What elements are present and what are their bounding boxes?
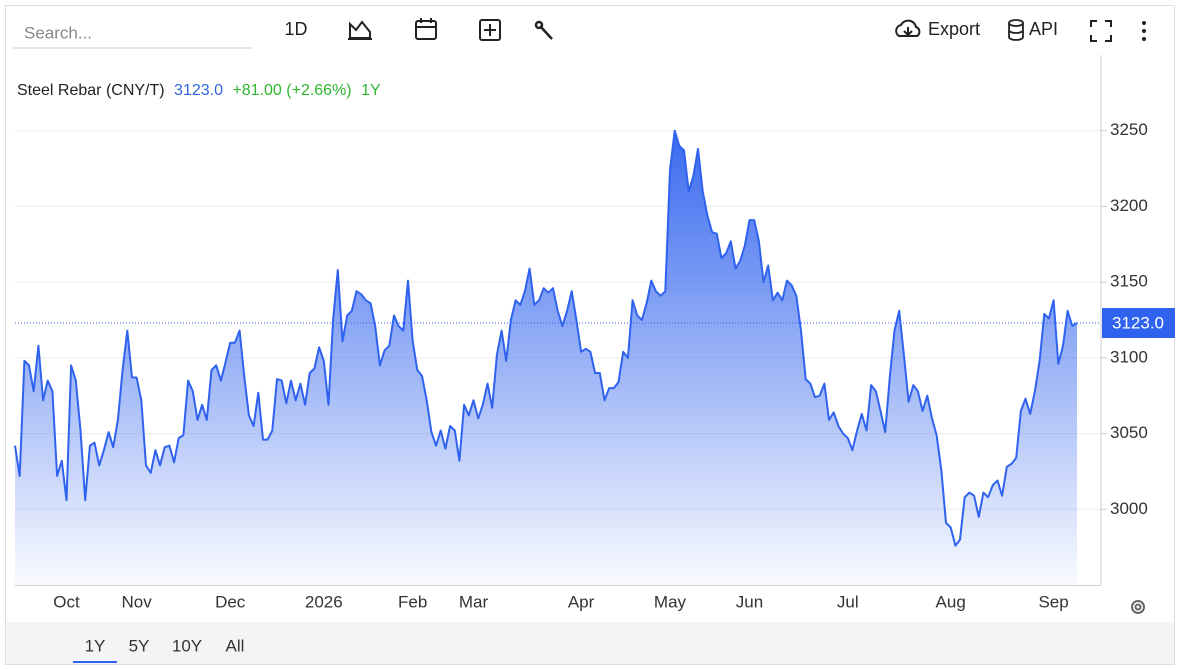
range-button[interactable]: 10Y [172,636,202,655]
x-tick-label: Feb [398,592,427,611]
price-change: +81.00 (+2.66%) [232,82,351,99]
settings-icon[interactable] [1131,600,1145,614]
y-tick-label: 3200 [1110,196,1148,215]
y-tick-label: 3100 [1110,347,1148,366]
interval-button[interactable]: 1D [284,19,307,39]
fullscreen-icon[interactable] [1090,20,1112,42]
api-button[interactable]: API [1008,19,1058,41]
y-tick-label: 3250 [1110,120,1148,139]
menu-icon[interactable] [1142,21,1146,41]
calendar-icon[interactable] [415,18,437,40]
x-tick-label: Aug [936,592,966,611]
area-fill [15,130,1077,585]
search-box[interactable]: Search... [24,23,92,42]
chart-title: Steel Rebar (CNY/T) [17,82,165,99]
y-tick-label: 3000 [1110,499,1148,518]
range-button[interactable]: 1Y [85,636,106,655]
last-price-box [1102,308,1175,339]
y-tick-label: 3050 [1110,423,1148,442]
x-tick-label: May [654,592,687,611]
x-tick-label: Oct [53,592,80,611]
export-label[interactable]: Export [928,19,980,39]
period: 1Y [361,82,381,99]
chart-type-icon[interactable] [348,20,372,40]
range-button[interactable]: 5Y [129,636,150,655]
range-bar [6,622,1174,664]
chart-header: Steel Rebar (CNY/T) 3123.0 +81.00 (+2.66… [17,82,381,99]
range-buttons: 1Y 5Y 10Y All [73,636,245,663]
compare-icon[interactable] [479,19,501,41]
last-price: 3123.0 [174,82,223,99]
tools-icon[interactable] [534,20,553,40]
x-tick-label: Sep [1038,592,1068,611]
x-tick-label: Jul [837,592,859,611]
x-tick-label: Mar [459,592,489,611]
x-tick-label: 2026 [305,592,343,611]
x-tick-label: Nov [122,592,153,611]
range-button[interactable]: All [226,636,245,655]
x-tick-label: Jun [736,592,763,611]
y-tick-label: 3150 [1110,272,1148,291]
x-tick-label: Apr [568,592,595,611]
last-price-label: 3123.0 [1112,314,1164,333]
x-tick-label: Dec [215,592,246,611]
price-line [14,129,1078,547]
toolbar: Search... 1D Export API [13,18,1146,49]
api-label[interactable]: API [1029,19,1058,39]
export-button[interactable]: Export [895,19,980,39]
plot-area [14,129,1107,585]
